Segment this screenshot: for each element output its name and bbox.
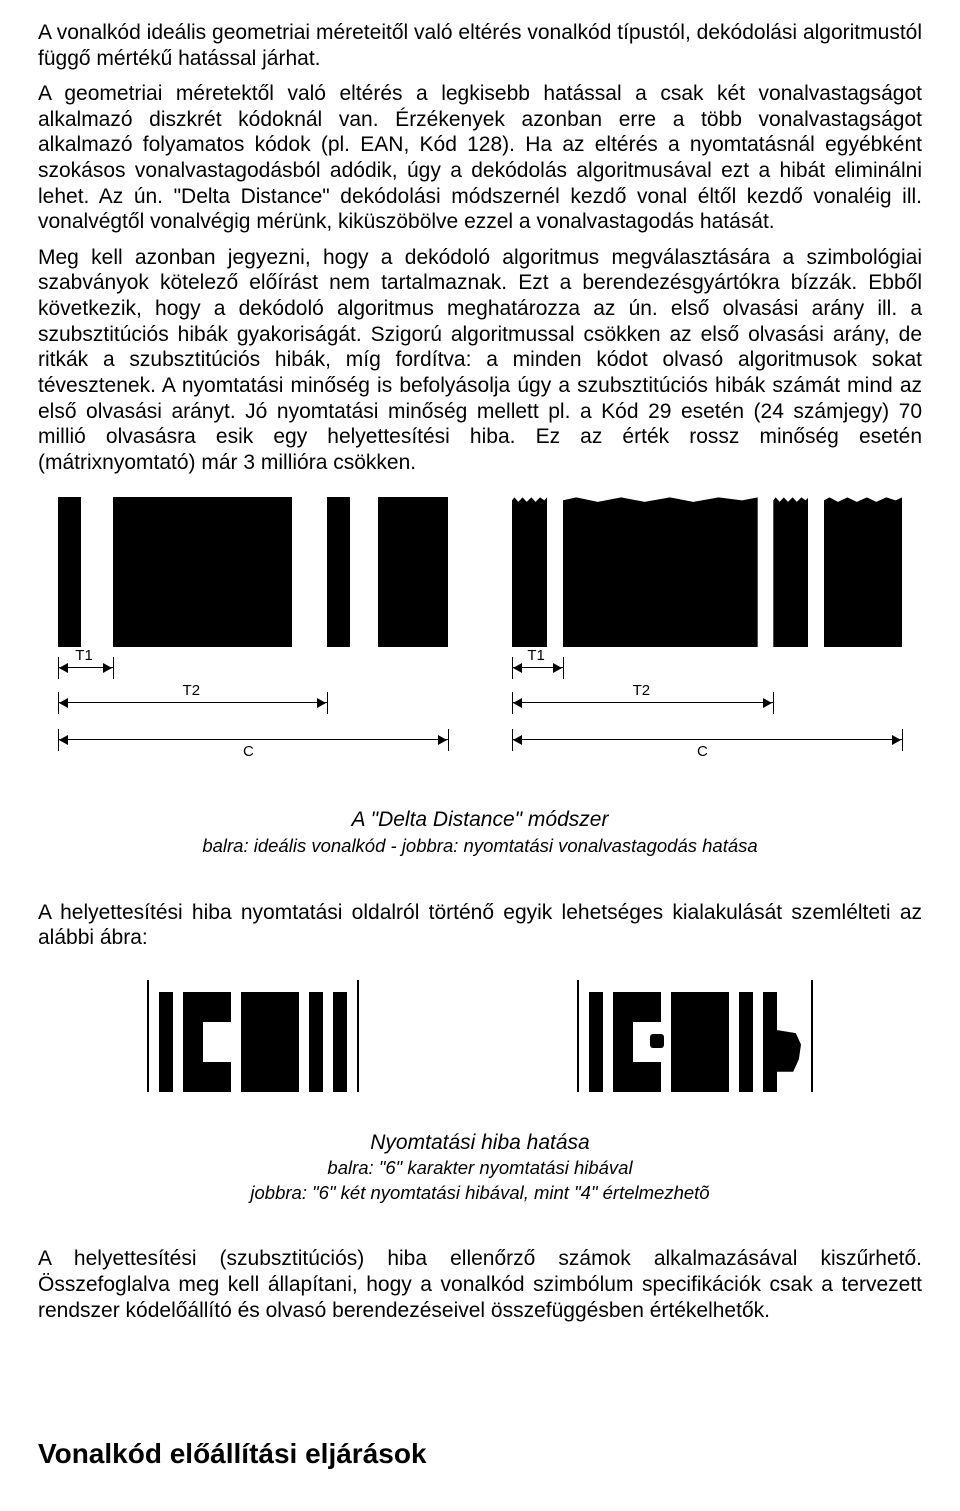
section-heading: Vonalkód előállítási eljárások: [38, 1437, 922, 1471]
guide-bar: [357, 980, 359, 1092]
print-error-right: [577, 980, 813, 1092]
paragraph-5: A helyettesítési (szubsztitúciós) hiba e…: [38, 1246, 922, 1323]
dimension-line: T2: [492, 692, 922, 714]
barcode-bar: [589, 992, 603, 1092]
dimension-label: C: [243, 743, 254, 761]
delta-distance-caption: A "Delta Distance" módszer balra: ideáli…: [38, 807, 922, 857]
dimension-label: C: [697, 743, 708, 761]
barcode-bar: [309, 992, 323, 1092]
defective-bar-flag: [763, 992, 801, 1092]
barcode-bar: [327, 497, 350, 647]
barcode-bar: [739, 992, 753, 1092]
barcode-bar: [378, 497, 448, 647]
print-error-left: [147, 980, 359, 1092]
delta-half: T1 T2 C: [492, 497, 922, 752]
dimension-line: T1: [38, 657, 468, 679]
guide-bar: [577, 980, 579, 1092]
barcode-bar: [671, 992, 729, 1092]
defective-bar-c: [183, 992, 231, 1092]
barcode-bar: [241, 992, 299, 1092]
delta-half: T1 T2 C: [38, 497, 468, 752]
print-error-figure: [38, 977, 922, 1092]
dimension-label: T1: [527, 647, 545, 665]
error-caption-line2: jobbra: "6" két nyomtatási hibával, mint…: [38, 1182, 922, 1205]
dimension-label: T2: [633, 682, 651, 700]
delta-caption-sub: balra: ideális vonalkód - jobbra: nyomta…: [38, 835, 922, 858]
dimension-label: T2: [183, 682, 201, 700]
delta-caption-title: A "Delta Distance" módszer: [38, 807, 922, 833]
barcode-bar: [773, 497, 808, 647]
barcode-bar: [512, 497, 547, 647]
barcode-bar: [159, 992, 173, 1092]
barcode-bar: [563, 497, 758, 647]
paragraph-4: A helyettesítési hiba nyomtatási oldalró…: [38, 900, 922, 951]
dimension-line: C: [38, 729, 468, 751]
barcode-bar: [824, 497, 902, 647]
dimension-line: C: [492, 729, 922, 751]
error-caption-line1: balra: "6" karakter nyomtatási hibával: [38, 1157, 922, 1180]
barcode-bar: [58, 497, 81, 647]
delta-distance-figure: T1 T2 C T1 T2 C: [38, 497, 922, 752]
guide-bar: [811, 980, 813, 1092]
barcode-bar: [113, 497, 292, 647]
paragraph-2: A geometriai méretektől való eltérés a l…: [38, 81, 922, 235]
guide-bar: [147, 980, 149, 1092]
barcode-bar: [333, 992, 347, 1092]
print-error-caption: Nyomtatási hiba hatása balra: "6" karakt…: [38, 1130, 922, 1205]
document-page: A vonalkód ideális geometriai méreteitől…: [0, 0, 960, 1511]
paragraph-3: Meg kell azonban jegyezni, hogy a dekódo…: [38, 245, 922, 475]
dimension-label: T1: [75, 647, 93, 665]
paragraph-1: A vonalkód ideális geometriai méreteitől…: [38, 20, 922, 71]
defective-bar-c: [613, 992, 661, 1092]
dimension-line: T2: [38, 692, 468, 714]
error-caption-title: Nyomtatási hiba hatása: [38, 1130, 922, 1156]
dimension-line: T1: [492, 657, 922, 679]
